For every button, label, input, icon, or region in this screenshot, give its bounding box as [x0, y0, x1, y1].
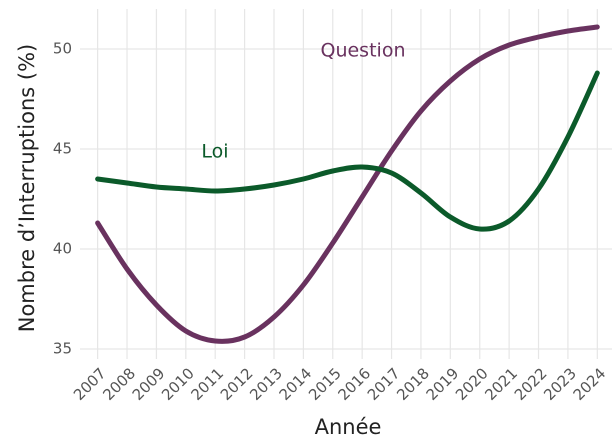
- y-tick-label: 50: [53, 40, 72, 58]
- x-tick-label: 2009: [129, 364, 169, 404]
- series-label: Loi: [201, 141, 228, 163]
- x-axis-title: Année: [315, 415, 382, 439]
- x-tick-label: 2022: [511, 364, 551, 404]
- line: [95, 70, 600, 232]
- x-tick-label: 2013: [246, 364, 286, 404]
- x-tick-label: 2019: [423, 364, 463, 404]
- x-tick-label: 2018: [393, 364, 433, 404]
- y-tick-label: 45: [53, 140, 72, 158]
- x-tick-label: 2008: [99, 364, 139, 404]
- x-tick-label: 2016: [334, 364, 374, 404]
- x-tick-label: 2007: [70, 364, 110, 404]
- x-tick-label: 2012: [217, 364, 257, 404]
- x-tick-label: 2017: [364, 364, 404, 404]
- x-tick-label: 2020: [452, 364, 492, 404]
- line: [95, 24, 600, 344]
- x-tick-label: 2010: [158, 364, 198, 404]
- x-tick-label: 2015: [305, 364, 345, 404]
- y-tick-label: 40: [53, 240, 72, 258]
- x-tick-label: 2023: [540, 364, 580, 404]
- x-tick-label: 2024: [570, 364, 610, 404]
- x-tick-label: 2014: [276, 364, 316, 404]
- series-label: Question: [321, 40, 406, 62]
- x-tick-label: 2021: [481, 364, 521, 404]
- y-tick-label: 35: [53, 340, 72, 358]
- x-tick-label: 2011: [187, 364, 227, 404]
- y-axis-title: Nombre d’Interruptions (%): [15, 44, 39, 333]
